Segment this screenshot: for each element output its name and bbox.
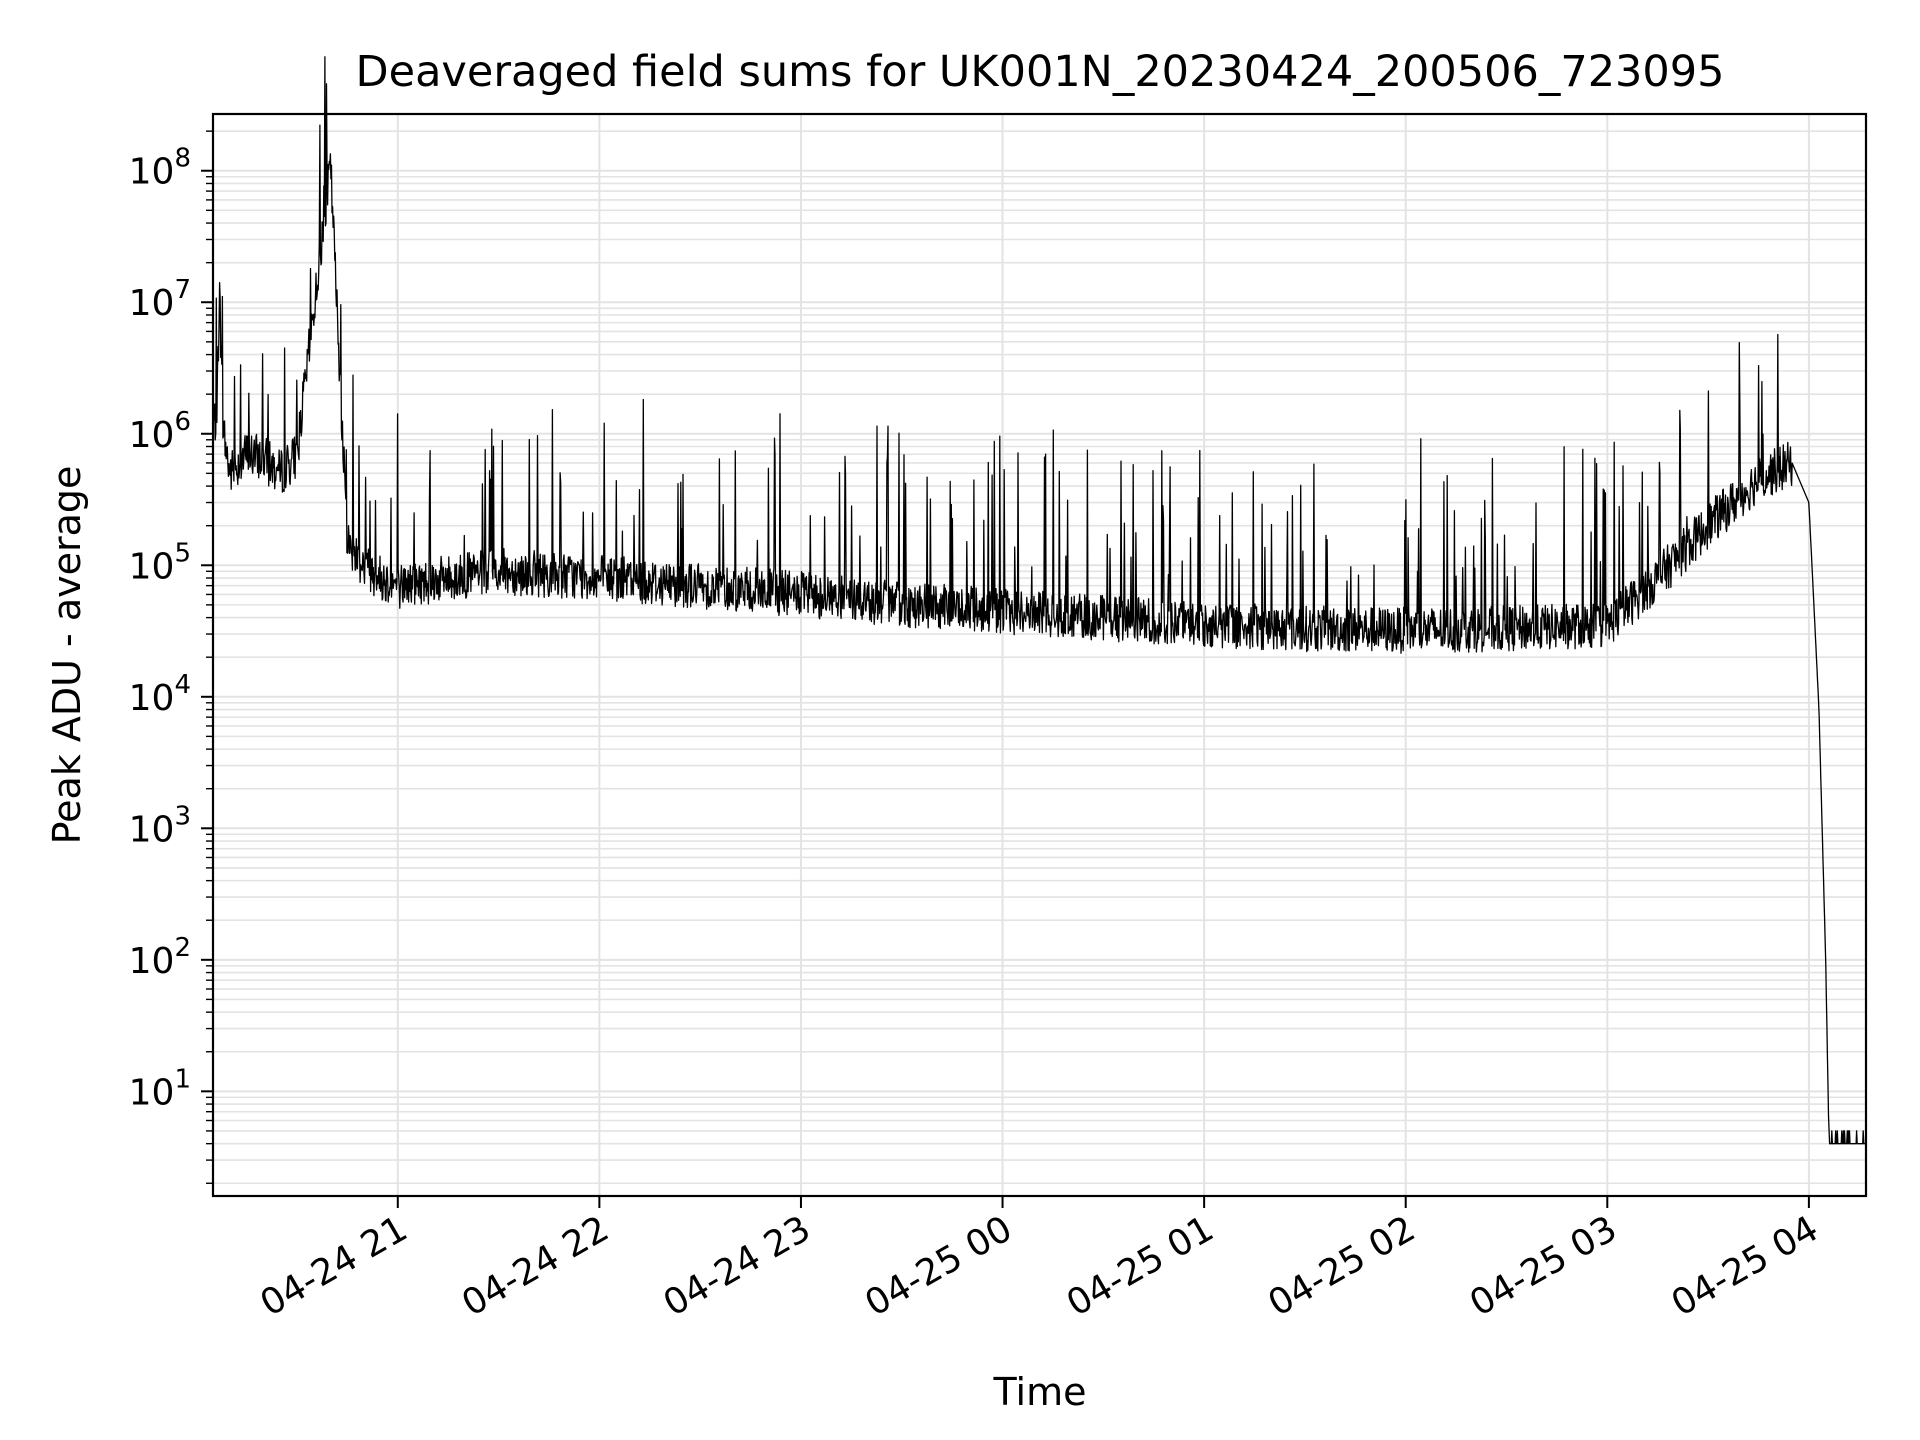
series-line: [212, 56, 1867, 1145]
chart-title: Deaveraged field sums for UK001N_2023042…: [356, 47, 1725, 97]
series-layer: [212, 56, 1867, 1145]
y-axis-label: Peak ADU - average: [45, 466, 89, 845]
x-axis-label: Time: [993, 1370, 1087, 1414]
plot-frame: [211, 112, 1868, 1198]
